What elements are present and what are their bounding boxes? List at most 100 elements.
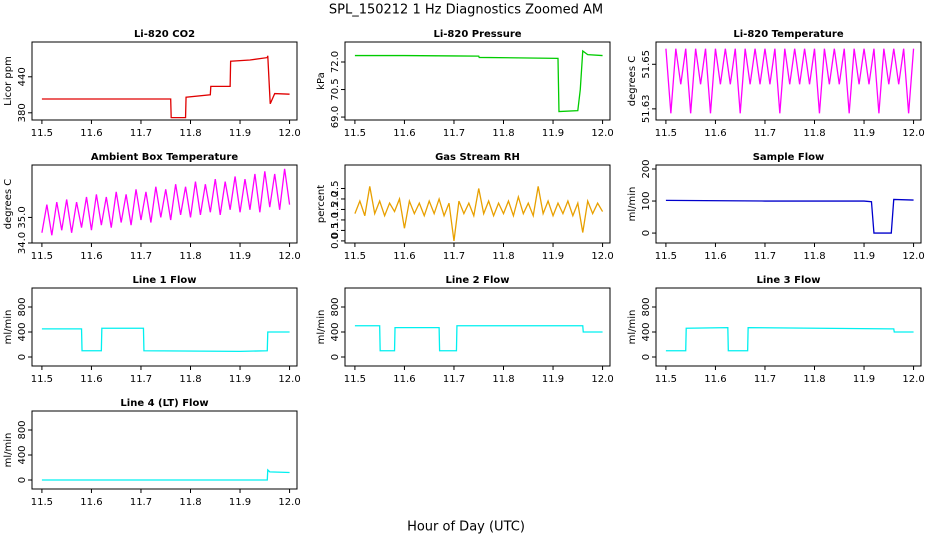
x-tick-label: 11.7 [130, 251, 152, 262]
x-tick-label: 11.9 [229, 128, 251, 139]
y-tick-label: 440 [17, 67, 28, 86]
y-axis-label: degrees C [3, 179, 14, 229]
y-tick-label: 380 [17, 103, 28, 122]
y-tick-label: 1.0 [330, 212, 341, 228]
panel: Sample Flow ml/min 11.5 11.6 11.7 11.8 11.9 12.… [627, 152, 925, 262]
x-tick-label: 11.5 [655, 251, 677, 262]
x-tick-label: 12.0 [591, 251, 613, 262]
x-tick-label: 11.5 [655, 374, 677, 385]
y-axis-label: ml/min [627, 187, 638, 222]
plot-frame [344, 41, 611, 121]
x-tick-label: 12.0 [278, 497, 300, 508]
y-tick-label: 400 [17, 322, 28, 341]
x-tick-label: 12.0 [902, 374, 924, 385]
y-tick-label: 35.0 [17, 206, 28, 228]
x-tick-label: 11.7 [443, 128, 465, 139]
y-axis-label: percent [316, 185, 327, 223]
x-tick-label: 11.6 [704, 128, 726, 139]
y-tick-label: 69.0 [330, 106, 341, 128]
y-axis-label: kPa [316, 72, 327, 90]
x-tick-label: 11.6 [80, 497, 102, 508]
y-tick-label: 0 [641, 354, 652, 360]
plot-frame [655, 41, 922, 121]
x-tick-label: 11.5 [344, 128, 366, 139]
x-tick-label: 11.5 [655, 128, 677, 139]
y-tick-label: 800 [641, 297, 652, 316]
x-tick-label: 12.0 [591, 128, 613, 139]
panel: Li-820 CO2 Licor ppm 11.5 11.6 11.7 11.8 11.9 1… [3, 29, 301, 139]
panel-title: Li-820 Temperature [733, 29, 843, 40]
data-line [354, 49, 603, 113]
y-axis-label: ml/min [316, 310, 327, 345]
y-tick-label: 2.0 [330, 191, 341, 207]
x-tick-label: 11.7 [754, 374, 776, 385]
y-tick-label: 2.5 [330, 181, 341, 197]
y-tick-label: 70.5 [330, 78, 341, 100]
plot-frame [655, 164, 922, 244]
panel-title: Ambient Box Temperature [91, 152, 238, 163]
x-tick-label: 11.8 [803, 251, 825, 262]
x-tick-label: 11.6 [393, 128, 415, 139]
x-tick-label: 12.0 [591, 374, 613, 385]
y-tick-label: 0 [641, 230, 652, 236]
data-line [665, 48, 915, 114]
data-line [665, 326, 914, 352]
panel-title: Gas Stream RH [435, 152, 520, 163]
y-tick-label: 0.5 [330, 222, 341, 238]
x-tick-label: 11.6 [393, 251, 415, 262]
y-tick-label: 800 [17, 297, 28, 316]
y-axis-label: Licor ppm [3, 56, 14, 106]
x-tick-label: 11.8 [179, 374, 201, 385]
plot-frame [31, 287, 298, 367]
x-tick-label: 11.5 [344, 374, 366, 385]
x-tick-label: 12.0 [902, 128, 924, 139]
data-line [354, 325, 603, 352]
x-tick-label: 12.0 [902, 251, 924, 262]
data-line [41, 55, 290, 119]
y-tick-label: 800 [330, 297, 341, 316]
y-tick-label: 1.5 [330, 201, 341, 217]
x-tick-label: 11.7 [130, 497, 152, 508]
x-axis-label: Hour of Day (UTC) [407, 520, 525, 535]
x-tick-label: 11.9 [853, 374, 875, 385]
x-tick-label: 11.8 [179, 497, 201, 508]
x-tick-label: 11.8 [492, 374, 514, 385]
data-line [41, 327, 290, 353]
x-tick-label: 12.0 [278, 374, 300, 385]
x-tick-label: 11.8 [179, 251, 201, 262]
x-tick-label: 11.6 [80, 374, 102, 385]
x-tick-label: 11.6 [80, 251, 102, 262]
x-tick-label: 11.6 [704, 374, 726, 385]
x-tick-label: 11.5 [344, 251, 366, 262]
y-axis-label: ml/min [3, 433, 14, 468]
x-tick-label: 11.9 [853, 128, 875, 139]
y-axis-label: degrees C [627, 56, 638, 106]
x-tick-label: 11.8 [492, 251, 514, 262]
panel: Line 4 (LT) Flow ml/min 11.5 11.6 11.7 11.8 11… [3, 398, 301, 508]
x-tick-label: 11.5 [31, 251, 53, 262]
data-line [665, 198, 914, 234]
x-tick-label: 11.9 [229, 374, 251, 385]
x-tick-label: 11.8 [803, 128, 825, 139]
panel-title: Li-820 Pressure [433, 29, 521, 40]
data-line [41, 168, 291, 236]
x-tick-label: 11.9 [542, 251, 564, 262]
panel: Li-820 Temperature degrees C 11.5 11.6 11.7 1… [627, 29, 925, 139]
y-tick-label: 200 [641, 159, 652, 178]
x-tick-label: 11.8 [492, 128, 514, 139]
plot-frame [31, 164, 298, 244]
x-tick-label: 11.8 [179, 128, 201, 139]
x-tick-label: 12.0 [278, 128, 300, 139]
x-tick-label: 12.0 [278, 251, 300, 262]
plot-frame [31, 410, 298, 490]
y-tick-label: 400 [330, 322, 341, 341]
data-line [354, 186, 604, 241]
plot-frame [344, 164, 611, 244]
x-tick-label: 11.5 [31, 128, 53, 139]
panel-title: Line 1 Flow [133, 275, 197, 286]
y-axis-label: ml/min [3, 310, 14, 345]
y-tick-label: 0.0 [330, 233, 341, 249]
y-tick-label: 0 [17, 354, 28, 360]
x-tick-label: 11.6 [704, 251, 726, 262]
y-axis-label: ml/min [627, 310, 638, 345]
